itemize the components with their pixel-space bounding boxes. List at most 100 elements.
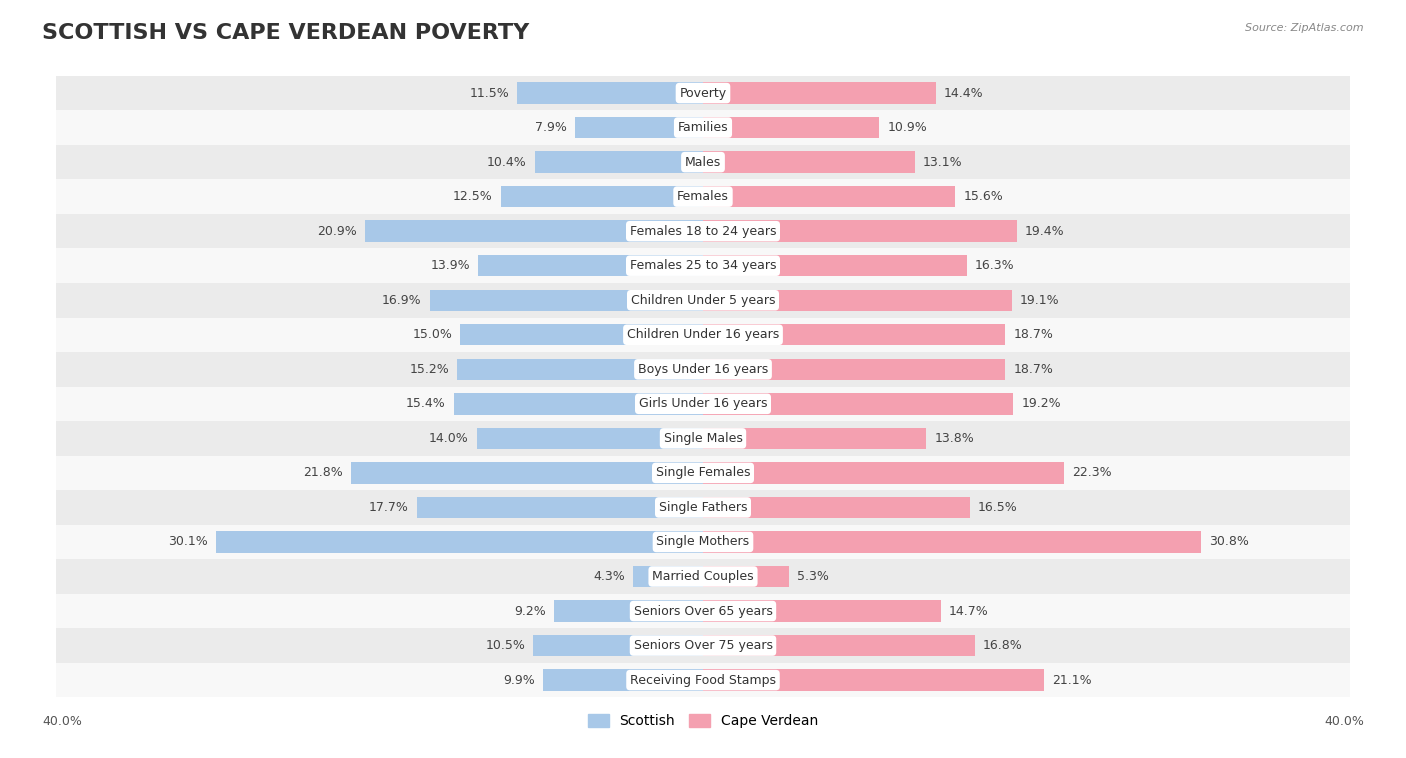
Bar	[416, 496, 703, 518]
Text: 18.7%: 18.7%	[1014, 363, 1053, 376]
Text: 16.9%: 16.9%	[382, 294, 422, 307]
Bar	[56, 662, 1350, 697]
Bar	[56, 628, 1350, 662]
Bar	[56, 111, 1350, 145]
Text: 21.1%: 21.1%	[1052, 674, 1092, 687]
Text: Poverty: Poverty	[679, 86, 727, 99]
Text: 10.9%: 10.9%	[887, 121, 927, 134]
Text: Single Females: Single Females	[655, 466, 751, 479]
Bar	[56, 145, 1350, 180]
Text: 16.3%: 16.3%	[974, 259, 1014, 272]
Bar	[703, 221, 1017, 242]
Bar	[366, 221, 703, 242]
Bar	[56, 352, 1350, 387]
Bar	[501, 186, 703, 208]
Text: 17.7%: 17.7%	[368, 501, 409, 514]
Text: 15.6%: 15.6%	[963, 190, 1002, 203]
Bar	[703, 324, 1005, 346]
Text: 13.8%: 13.8%	[934, 432, 974, 445]
Bar	[703, 635, 974, 656]
Text: 19.1%: 19.1%	[1019, 294, 1060, 307]
Text: Families: Families	[678, 121, 728, 134]
Text: Single Males: Single Males	[664, 432, 742, 445]
Text: 14.4%: 14.4%	[943, 86, 984, 99]
Bar	[703, 255, 966, 277]
Text: 15.2%: 15.2%	[409, 363, 449, 376]
Text: 11.5%: 11.5%	[470, 86, 509, 99]
Text: Children Under 5 years: Children Under 5 years	[631, 294, 775, 307]
Bar	[457, 359, 703, 380]
Text: 19.4%: 19.4%	[1025, 224, 1064, 238]
Text: Females 18 to 24 years: Females 18 to 24 years	[630, 224, 776, 238]
Text: 14.7%: 14.7%	[949, 605, 988, 618]
Bar	[217, 531, 703, 553]
Text: 30.1%: 30.1%	[169, 535, 208, 549]
Bar	[543, 669, 703, 691]
Bar	[56, 387, 1350, 421]
Legend: Scottish, Cape Verdean: Scottish, Cape Verdean	[582, 709, 824, 734]
Bar	[703, 496, 970, 518]
Bar	[56, 594, 1350, 628]
Text: 13.1%: 13.1%	[922, 155, 963, 168]
Text: Married Couples: Married Couples	[652, 570, 754, 583]
Bar	[56, 180, 1350, 214]
Text: Boys Under 16 years: Boys Under 16 years	[638, 363, 768, 376]
Bar	[478, 255, 703, 277]
Text: 7.9%: 7.9%	[536, 121, 567, 134]
Text: 40.0%: 40.0%	[1324, 715, 1364, 728]
Bar	[575, 117, 703, 138]
Bar	[703, 83, 936, 104]
Text: 22.3%: 22.3%	[1071, 466, 1111, 479]
Bar	[454, 393, 703, 415]
Bar	[56, 456, 1350, 490]
Text: Males: Males	[685, 155, 721, 168]
Text: 16.8%: 16.8%	[983, 639, 1022, 652]
Bar	[703, 152, 915, 173]
Bar	[703, 531, 1201, 553]
Bar	[461, 324, 703, 346]
Text: 30.8%: 30.8%	[1209, 535, 1249, 549]
Bar	[703, 565, 789, 587]
Bar	[56, 559, 1350, 594]
Bar	[517, 83, 703, 104]
Text: 20.9%: 20.9%	[318, 224, 357, 238]
Bar	[703, 669, 1045, 691]
Bar	[56, 249, 1350, 283]
Text: Seniors Over 75 years: Seniors Over 75 years	[634, 639, 772, 652]
Bar	[56, 76, 1350, 111]
Bar	[703, 600, 941, 622]
Text: Females 25 to 34 years: Females 25 to 34 years	[630, 259, 776, 272]
Text: Girls Under 16 years: Girls Under 16 years	[638, 397, 768, 410]
Text: 18.7%: 18.7%	[1014, 328, 1053, 341]
Text: Single Fathers: Single Fathers	[659, 501, 747, 514]
Text: 13.9%: 13.9%	[430, 259, 470, 272]
Text: 14.0%: 14.0%	[429, 432, 468, 445]
Text: 40.0%: 40.0%	[42, 715, 82, 728]
Bar	[430, 290, 703, 311]
Text: 16.5%: 16.5%	[979, 501, 1018, 514]
Bar	[56, 525, 1350, 559]
Text: Single Mothers: Single Mothers	[657, 535, 749, 549]
Bar	[477, 428, 703, 449]
Text: 9.9%: 9.9%	[503, 674, 534, 687]
Text: 19.2%: 19.2%	[1022, 397, 1062, 410]
Bar	[554, 600, 703, 622]
Bar	[56, 490, 1350, 525]
Bar	[56, 214, 1350, 249]
Bar	[703, 393, 1014, 415]
Bar	[56, 283, 1350, 318]
Bar	[634, 565, 703, 587]
Bar	[533, 635, 703, 656]
Text: 12.5%: 12.5%	[453, 190, 494, 203]
Text: Receiving Food Stamps: Receiving Food Stamps	[630, 674, 776, 687]
Bar	[703, 428, 927, 449]
Bar	[703, 462, 1063, 484]
Bar	[703, 186, 955, 208]
Text: Source: ZipAtlas.com: Source: ZipAtlas.com	[1246, 23, 1364, 33]
Text: 10.4%: 10.4%	[486, 155, 527, 168]
Bar	[56, 318, 1350, 352]
Bar	[703, 290, 1012, 311]
Text: 15.4%: 15.4%	[406, 397, 446, 410]
Text: Children Under 16 years: Children Under 16 years	[627, 328, 779, 341]
Bar	[350, 462, 703, 484]
